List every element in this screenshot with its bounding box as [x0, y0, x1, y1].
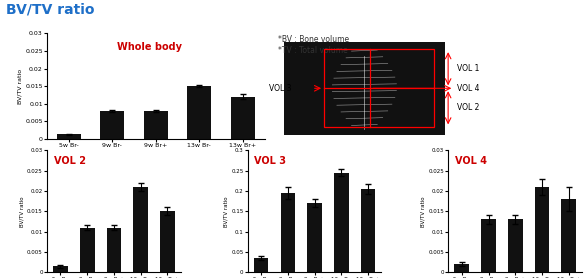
Bar — [80, 228, 95, 272]
Y-axis label: BV/TV ratio: BV/TV ratio — [223, 196, 229, 227]
Text: VOL 2: VOL 2 — [54, 156, 86, 166]
Bar — [283, 42, 445, 135]
Text: VOL 4: VOL 4 — [457, 84, 480, 93]
Bar — [106, 228, 121, 272]
Text: Whole body: Whole body — [116, 42, 182, 52]
Bar — [481, 219, 496, 272]
Bar — [334, 173, 349, 272]
Bar — [57, 135, 81, 139]
Bar — [360, 189, 375, 272]
Bar — [562, 199, 576, 272]
Bar — [133, 187, 148, 272]
Bar — [188, 86, 211, 139]
Bar — [101, 111, 124, 139]
Bar — [160, 211, 175, 272]
Y-axis label: BV/TV ratio: BV/TV ratio — [19, 196, 24, 227]
Bar — [280, 193, 295, 272]
Bar — [324, 49, 434, 127]
Bar — [534, 187, 549, 272]
Bar — [508, 219, 523, 272]
Bar — [53, 266, 68, 272]
Text: VOL 4: VOL 4 — [455, 156, 487, 166]
Y-axis label: BV/TV ratio: BV/TV ratio — [18, 69, 22, 104]
Text: BV/TV ratio: BV/TV ratio — [6, 3, 95, 17]
Bar — [254, 258, 269, 272]
Text: *BV : Bone volume
*TV : Total volume: *BV : Bone volume *TV : Total volume — [278, 36, 349, 55]
Text: VOL 3: VOL 3 — [269, 84, 292, 93]
Text: VOL 3: VOL 3 — [255, 156, 286, 166]
Bar — [144, 111, 168, 139]
Bar — [455, 264, 469, 272]
Y-axis label: BV/TV ratio: BV/TV ratio — [420, 196, 426, 227]
Bar — [230, 97, 255, 139]
Text: VOL 1: VOL 1 — [457, 64, 480, 73]
Bar — [307, 203, 322, 272]
Text: VOL 2: VOL 2 — [457, 103, 480, 112]
